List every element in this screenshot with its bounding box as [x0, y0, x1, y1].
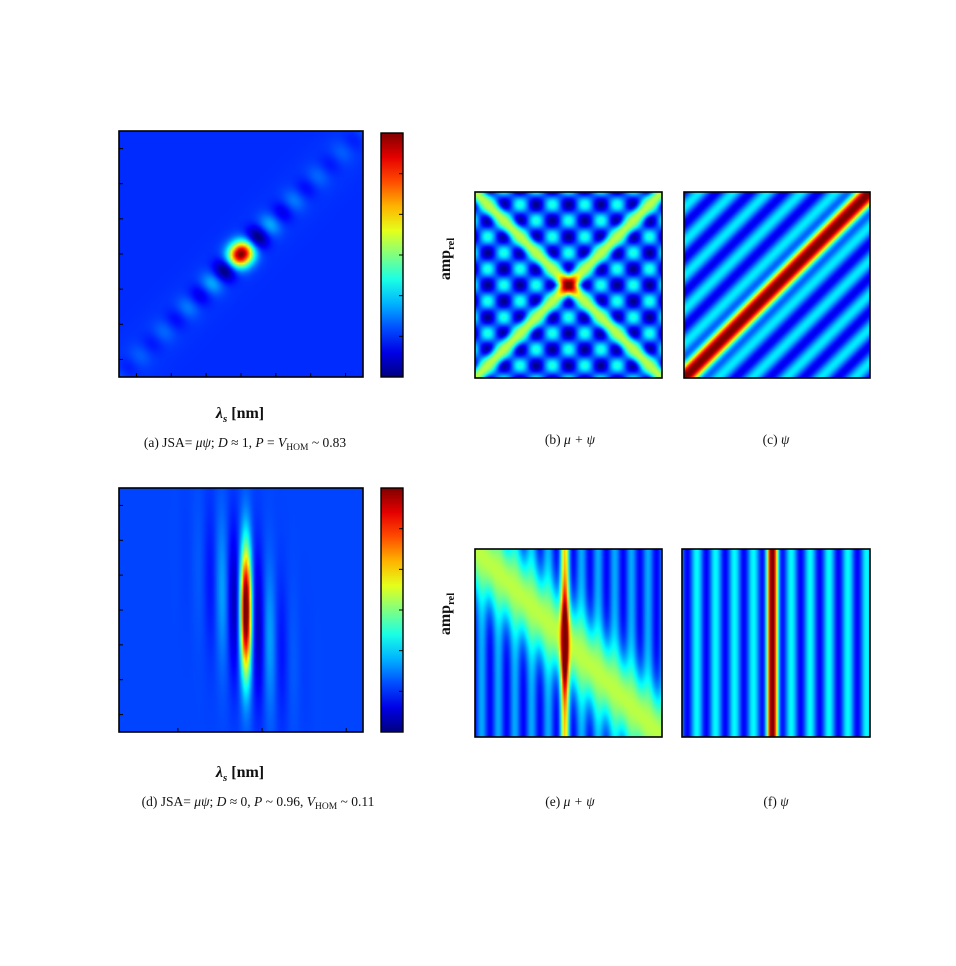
caption-d-part: V — [307, 794, 317, 809]
caption-e: (e) μ + ψ — [545, 794, 595, 809]
heatmap-f-frame — [681, 548, 871, 738]
caption-d-part: D — [216, 794, 227, 809]
caption-a-part: ~ 0.83 — [308, 435, 346, 450]
caption-a-part: HOM — [286, 443, 309, 453]
xlabel-a: λs [nm] — [215, 405, 264, 425]
heatmap-e — [475, 549, 662, 737]
heatmap-e-frame — [474, 548, 663, 738]
panel-d: λs [nm] amprel (d) JSA= μψ; D ≈ 0, P ~ 0.9… — [118, 487, 457, 812]
caption-c-part: (c) — [763, 432, 781, 447]
colorbar-a-label-sub: rel — [446, 238, 457, 250]
panel-e: (e) μ + ψ — [474, 548, 663, 809]
caption-a-part: V — [278, 435, 288, 450]
xlabel-d: λs [nm] — [215, 764, 264, 784]
colorbar-d-label-main: amp — [437, 605, 454, 635]
caption-a-part: μψ — [195, 435, 212, 450]
panels-layer: λs [nm]amprel(a) JSA= μψ; D ≈ 1, P = VHO… — [118, 130, 871, 812]
caption-f-part: ψ — [780, 794, 789, 809]
xlabel-d-symbol: λ — [215, 764, 223, 781]
caption-b: (b) μ + ψ — [545, 432, 596, 447]
caption-a-part: ; — [211, 435, 218, 450]
colorbar-a: amprel — [380, 132, 457, 378]
caption-a-part: D — [217, 435, 228, 450]
xlabel-d-unit: [nm] — [227, 764, 264, 781]
colorbar-d-label-sub: rel — [446, 593, 457, 605]
caption-a: (a) JSA= μψ; D ≈ 1, P = VHOM ~ 0.83 — [144, 435, 347, 453]
caption-c-part: ψ — [781, 432, 790, 447]
colorbar-d: amprel — [380, 487, 457, 733]
panel-f: (f) ψ — [681, 548, 871, 809]
colorbar-a-label: amprel — [437, 238, 457, 280]
xlabel-a-subscript: s — [222, 413, 227, 425]
heatmap-b-frame — [474, 191, 663, 379]
panel-c: (c) ψ — [683, 191, 871, 447]
xlabel-a-symbol: λ — [215, 405, 223, 422]
heatmap-c — [684, 192, 870, 378]
caption-d-part: P — [253, 794, 262, 809]
caption-c: (c) ψ — [763, 432, 790, 447]
heatmap-b — [475, 192, 662, 378]
heatmap-c-frame — [683, 191, 871, 379]
caption-a-part: P — [254, 435, 263, 450]
caption-d-part: ~ 0.11 — [337, 794, 374, 809]
panel-b: (b) μ + ψ — [474, 191, 663, 447]
caption-f-part: (f) — [763, 794, 780, 809]
caption-e-part: (e) — [545, 794, 563, 809]
caption-d-part: HOM — [315, 802, 338, 812]
heatmap-d — [119, 488, 363, 732]
caption-e-part: μ + ψ — [563, 794, 596, 809]
caption-a-part: (a) JSA= — [144, 435, 196, 450]
caption-f: (f) ψ — [763, 794, 789, 809]
caption-d-part: (d) JSA= — [142, 794, 195, 809]
caption-a-part: = — [264, 435, 278, 450]
caption-a-part: ≈ 1, — [228, 435, 256, 450]
caption-d-part: μψ — [193, 794, 210, 809]
heatmap-f — [682, 549, 870, 737]
xlabel-a-unit: [nm] — [227, 405, 264, 422]
caption-d-part: ~ 0.96, — [262, 794, 306, 809]
caption-d-part: ≈ 0, — [226, 794, 254, 809]
caption-d: (d) JSA= μψ; D ≈ 0, P ~ 0.96, VHOM ~ 0.1… — [142, 794, 375, 812]
caption-b-part: μ + ψ — [563, 432, 596, 447]
heatmap-a — [119, 131, 363, 377]
colorbar-a-label-main: amp — [437, 250, 454, 280]
caption-d-part: ; — [209, 794, 216, 809]
xlabel-d-subscript: s — [222, 772, 227, 784]
colorbar-d-label: amprel — [437, 593, 457, 635]
caption-b-part: (b) — [545, 432, 564, 447]
panel-a: λs [nm] amprel (a) JSA= μψ; D ≈ 1, P = VHO… — [118, 130, 457, 453]
